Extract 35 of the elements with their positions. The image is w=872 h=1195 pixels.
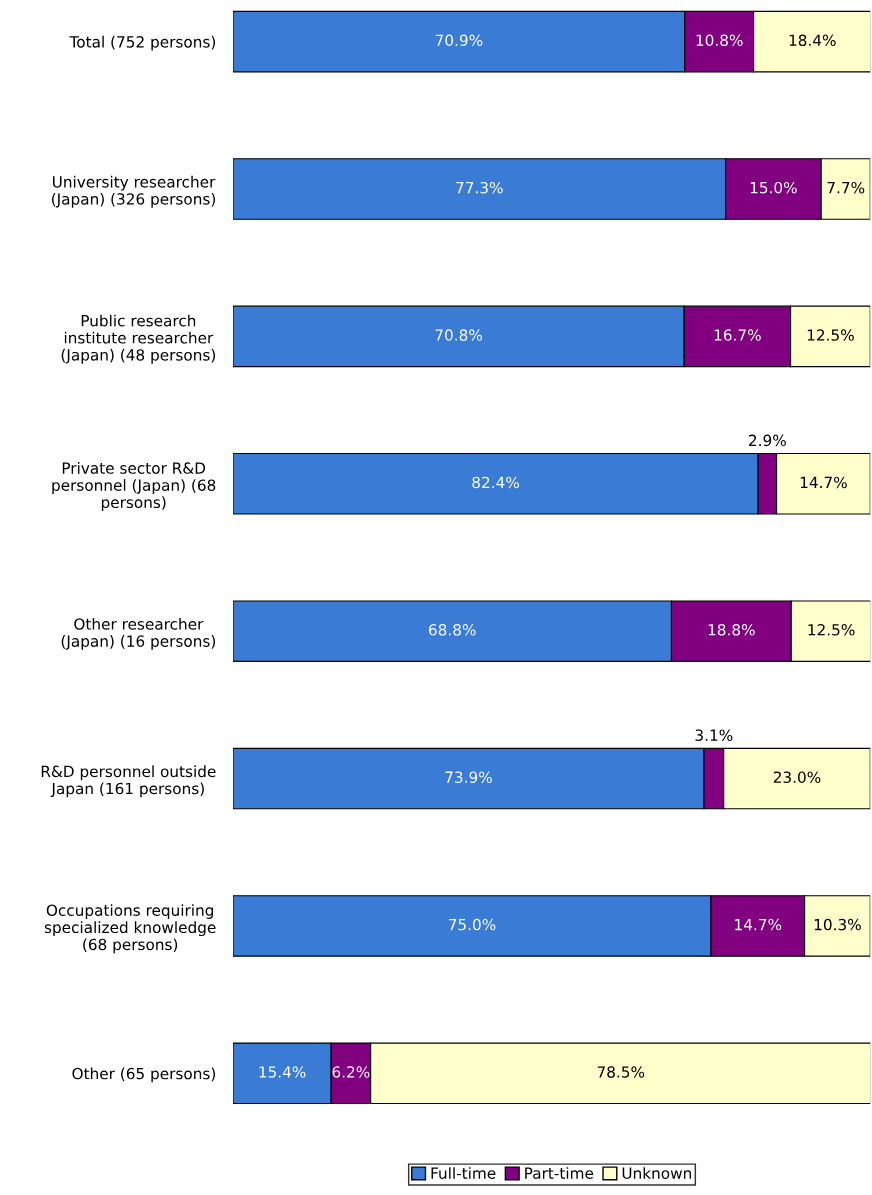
y-tick-label: Occupations requiring specialized knowledge (68 persons) [44,904,216,954]
data-label: 10.8% [696,34,743,47]
data-label: 68.8% [429,624,476,636]
data-label: 10.3% [814,918,861,931]
y-tick-label: Other researcher (Japan) (16 persons) [61,617,216,650]
data-label: 12.5% [807,329,854,341]
data-label: 75.0% [448,918,496,931]
y-tick-label: University researcher (Japan) (326 persons) [51,175,216,208]
data-label: 2.9% [749,434,786,447]
data-label: 7.7% [827,181,865,194]
legend-label: Full-time [431,1167,496,1179]
data-label: 23.0% [773,771,821,783]
y-tick-label: Total (752 persons) [69,35,216,51]
data-label: 14.7% [735,918,782,931]
data-label: 18.8% [708,624,755,636]
y-tick-label: Public research institute researcher (Japan) (48 persons) [61,314,216,364]
data-label: 14.7% [800,476,847,489]
data-label: 78.5% [597,1066,645,1078]
y-tick-label: Other (65 persons) [72,1067,216,1083]
legend-label: Part-time [525,1167,594,1179]
data-label: 16.7% [714,329,761,341]
data-label: 70.8% [435,329,483,341]
data-label: 77.3% [456,181,503,194]
data-label: 15.0% [750,181,797,194]
y-tick-label: R&D personnel outside Japan (161 persons) [41,765,216,798]
y-tick-label: Private sector R&D personnel (Japan) (68 persons) [52,462,216,512]
data-label: 6.2% [332,1066,370,1078]
data-label: 12.5% [808,624,855,636]
data-label: 15.4% [259,1066,306,1078]
data-label: 70.9% [435,34,483,47]
legend-label: Unknown [622,1167,691,1179]
data-label: 3.1% [695,729,733,741]
data-label: 18.4% [789,34,836,47]
data-label: 73.9% [445,771,492,783]
data-label: 82.4% [472,476,519,489]
